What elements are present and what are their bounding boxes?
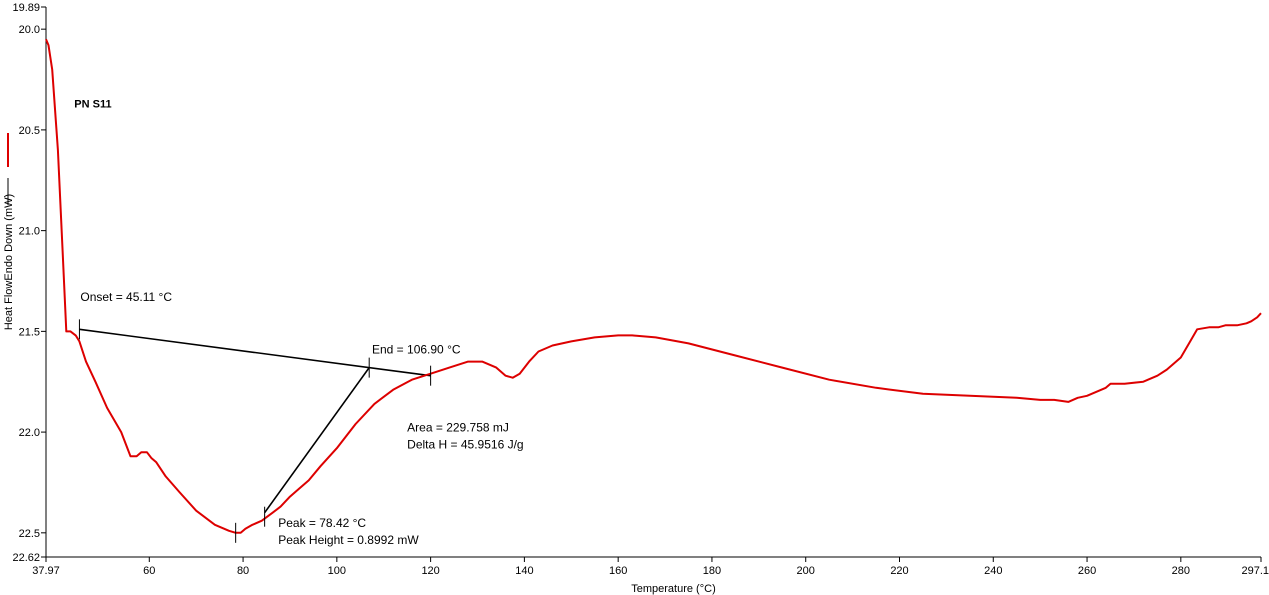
x-tick-label: 120 — [421, 565, 439, 577]
annotation-peak: Peak = 78.42 °C — [278, 516, 366, 530]
x-tick-label: 240 — [984, 565, 1002, 577]
y-tick-label: 21.0 — [19, 226, 40, 238]
annotation-onset: Onset = 45.11 °C — [80, 290, 172, 304]
y-tick-label: 22.62 — [12, 552, 40, 564]
y-tick-label: 21.5 — [19, 326, 40, 338]
x-tick-label: 280 — [1172, 565, 1190, 577]
annotations: Onset = 45.11 °C End = 106.90 °C Area = 22… — [80, 290, 523, 547]
x-tick-label: 220 — [890, 565, 908, 577]
x-tick-label: 60 — [143, 565, 155, 577]
y-tick-label: 22.5 — [19, 528, 40, 540]
series-layer — [45, 38, 1262, 534]
analysis-lines — [79, 328, 431, 514]
x-tick-label: 100 — [328, 565, 346, 577]
y-tick-label: 22.0 — [19, 427, 40, 439]
axes — [45, 7, 1261, 558]
annotation-area: Delta H = 45.9516 J/g — [407, 437, 523, 451]
analysis-markers — [78, 319, 432, 543]
x-tick-label: 160 — [609, 565, 627, 577]
y-axis-title: Heat FlowEndo Down (mW) — [3, 194, 15, 330]
x-tick-label: 200 — [797, 565, 815, 577]
x-axis-title: Temperature (°C) — [631, 583, 715, 595]
y-axis-ticks: 19.89 20.0 20.5 21.0 21.5 22.0 22.5 22.62 — [12, 2, 46, 564]
annotation-end: End = 106.90 °C — [372, 343, 461, 357]
annotation-peak: Peak Height = 0.8992 mW — [278, 533, 419, 547]
annotation-area: Area = 229.758 mJ — [407, 420, 509, 434]
x-tick-label: 180 — [703, 565, 721, 577]
baseline-line — [79, 328, 431, 377]
y-tick-label: 20.0 — [19, 24, 40, 36]
x-tick-label: 140 — [515, 565, 533, 577]
x-axis-ticks: 37.97 60 80 100 120 140 160 180 200 220 240 260 280 2… — [32, 557, 1269, 577]
legend: PN S11 — [7, 99, 112, 205]
y-tick-label: 19.89 — [12, 2, 40, 14]
y-tick-label: 20.5 — [19, 125, 40, 137]
x-tick-label: 297.1 — [1241, 565, 1269, 577]
x-tick-label: 37.97 — [32, 565, 60, 577]
series-line — [45, 38, 1262, 534]
x-tick-label: 80 — [237, 565, 249, 577]
tangent-line — [263, 367, 370, 514]
series-name-label: PN S11 — [74, 99, 111, 111]
x-tick-label: 260 — [1078, 565, 1096, 577]
